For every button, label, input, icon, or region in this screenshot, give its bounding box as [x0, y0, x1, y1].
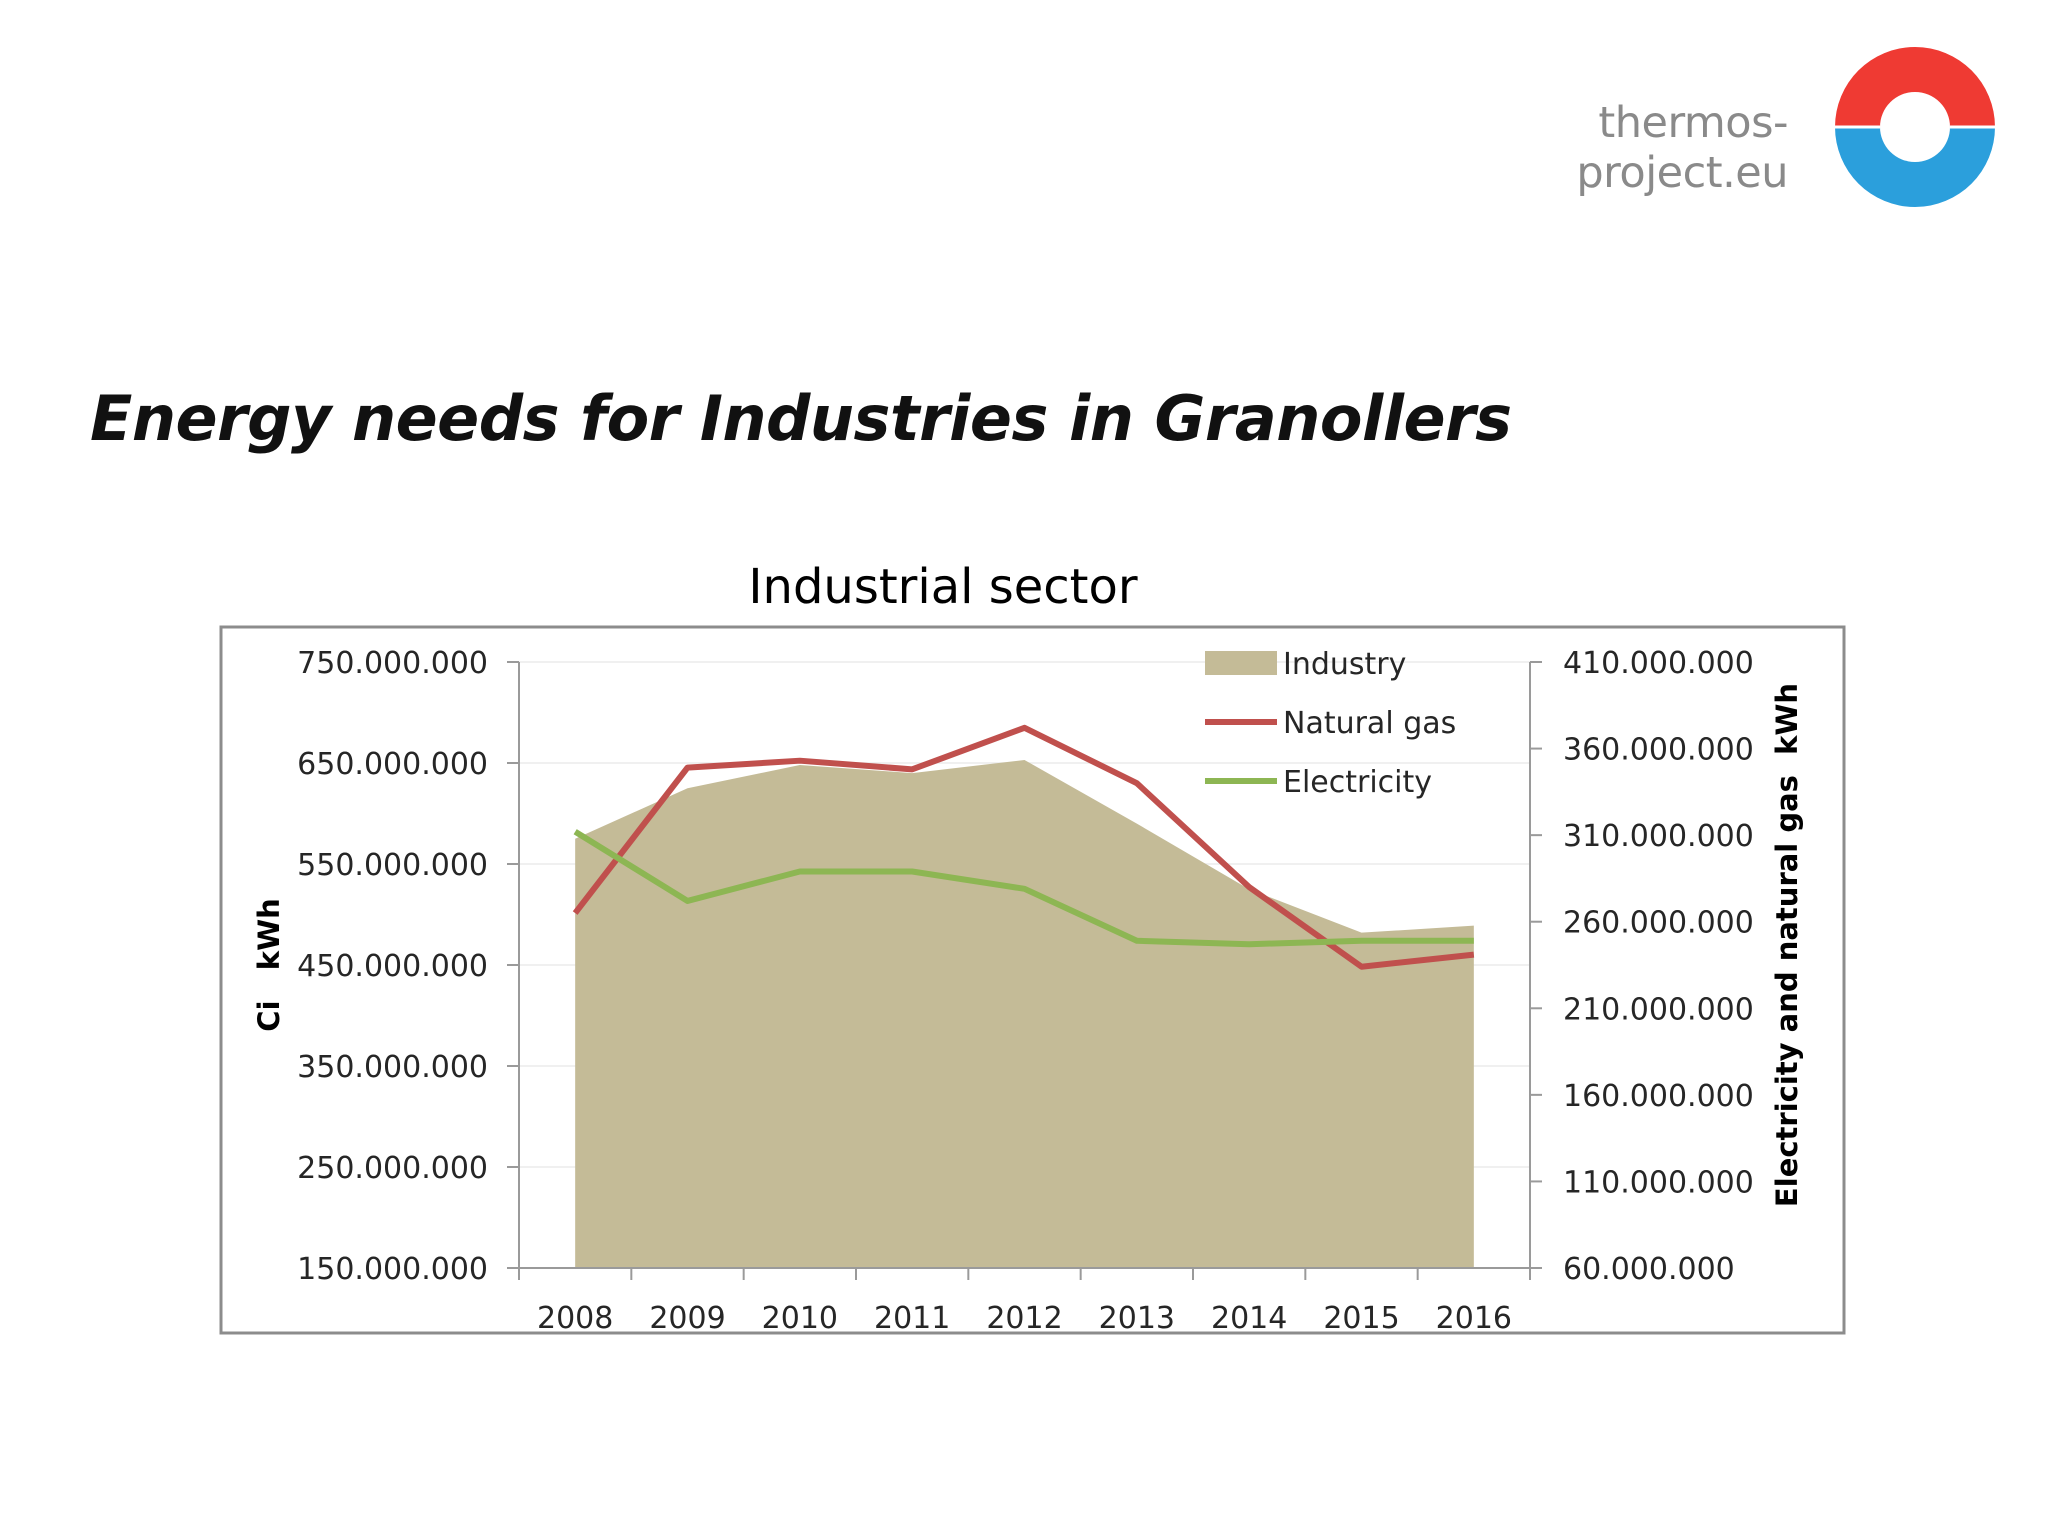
series-area-industry [575, 759, 1474, 1268]
legend-label-electricity: Electricity [1283, 765, 1432, 800]
y2-tick-label: 160.000.000 [1563, 1079, 1754, 1114]
brand-url: thermos-project.eu [1576, 98, 1788, 198]
legend-label-industry: Industry [1283, 647, 1406, 682]
x-tick-label: 2013 [1099, 1301, 1175, 1336]
y2-tick-label: 360.000.000 [1563, 733, 1754, 768]
y2-tick-label: 60.000.000 [1563, 1252, 1735, 1287]
slide-title: Energy needs for Industries in Granoller… [90, 382, 1512, 455]
x-tick-label: 2016 [1436, 1301, 1512, 1336]
logo-top-half [1835, 47, 1995, 127]
legend-label-natural-gas: Natural gas [1283, 706, 1456, 741]
y-tick-label: 550.000.000 [297, 848, 488, 883]
logo-bottom-half [1835, 127, 1995, 207]
x-tick-label: 2015 [1323, 1301, 1399, 1336]
y2-axis-label: Electricity and natural gas kWh [1770, 683, 1804, 1207]
line-series-layer [572, 724, 1475, 970]
legend-swatch-industry [1205, 651, 1277, 675]
chart-title: Industrial sector [748, 559, 1137, 615]
y-axis-label: Ci kWh [252, 898, 286, 1031]
y-tick-label: 250.000.000 [297, 1151, 488, 1186]
x-tick-label: 2009 [649, 1301, 725, 1336]
x-tick-label: 2010 [762, 1301, 838, 1336]
industry-area-layer [575, 759, 1474, 1268]
x-tick-label: 2012 [986, 1301, 1062, 1336]
y2-tick-label: 210.000.000 [1563, 992, 1754, 1027]
y2-tick-label: 110.000.000 [1563, 1165, 1754, 1200]
y2-tick-label: 310.000.000 [1563, 819, 1754, 854]
y-tick-label: 650.000.000 [297, 747, 488, 782]
y2-tick-label: 410.000.000 [1563, 646, 1754, 681]
chart-legend: Industry Natural gas Electricity [1205, 647, 1456, 800]
series-line-electricity [573, 829, 1474, 948]
y-tick-label: 150.000.000 [297, 1252, 488, 1287]
y-tick-label: 350.000.000 [297, 1050, 488, 1085]
x-tick-label: 2014 [1211, 1301, 1287, 1336]
thermos-ring-logo-icon [1835, 47, 1995, 207]
x-tick-label: 2011 [874, 1301, 950, 1336]
y2-tick-label: 260.000.000 [1563, 906, 1754, 941]
y-tick-label: 450.000.000 [297, 949, 488, 984]
axes [507, 661, 1542, 1280]
tick-labels: 150.000.000 250.000.000 350.000.000 450.000… [297, 646, 1754, 1336]
y-tick-label: 750.000.000 [297, 646, 488, 681]
x-tick-label: 2008 [537, 1301, 613, 1336]
